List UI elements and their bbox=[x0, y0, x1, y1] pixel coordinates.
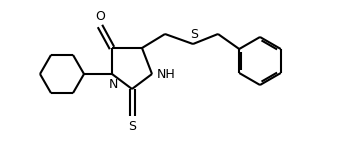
Text: S: S bbox=[190, 28, 198, 41]
Text: S: S bbox=[128, 120, 136, 133]
Text: N: N bbox=[108, 78, 118, 91]
Text: NH: NH bbox=[157, 67, 176, 80]
Text: O: O bbox=[95, 10, 105, 23]
